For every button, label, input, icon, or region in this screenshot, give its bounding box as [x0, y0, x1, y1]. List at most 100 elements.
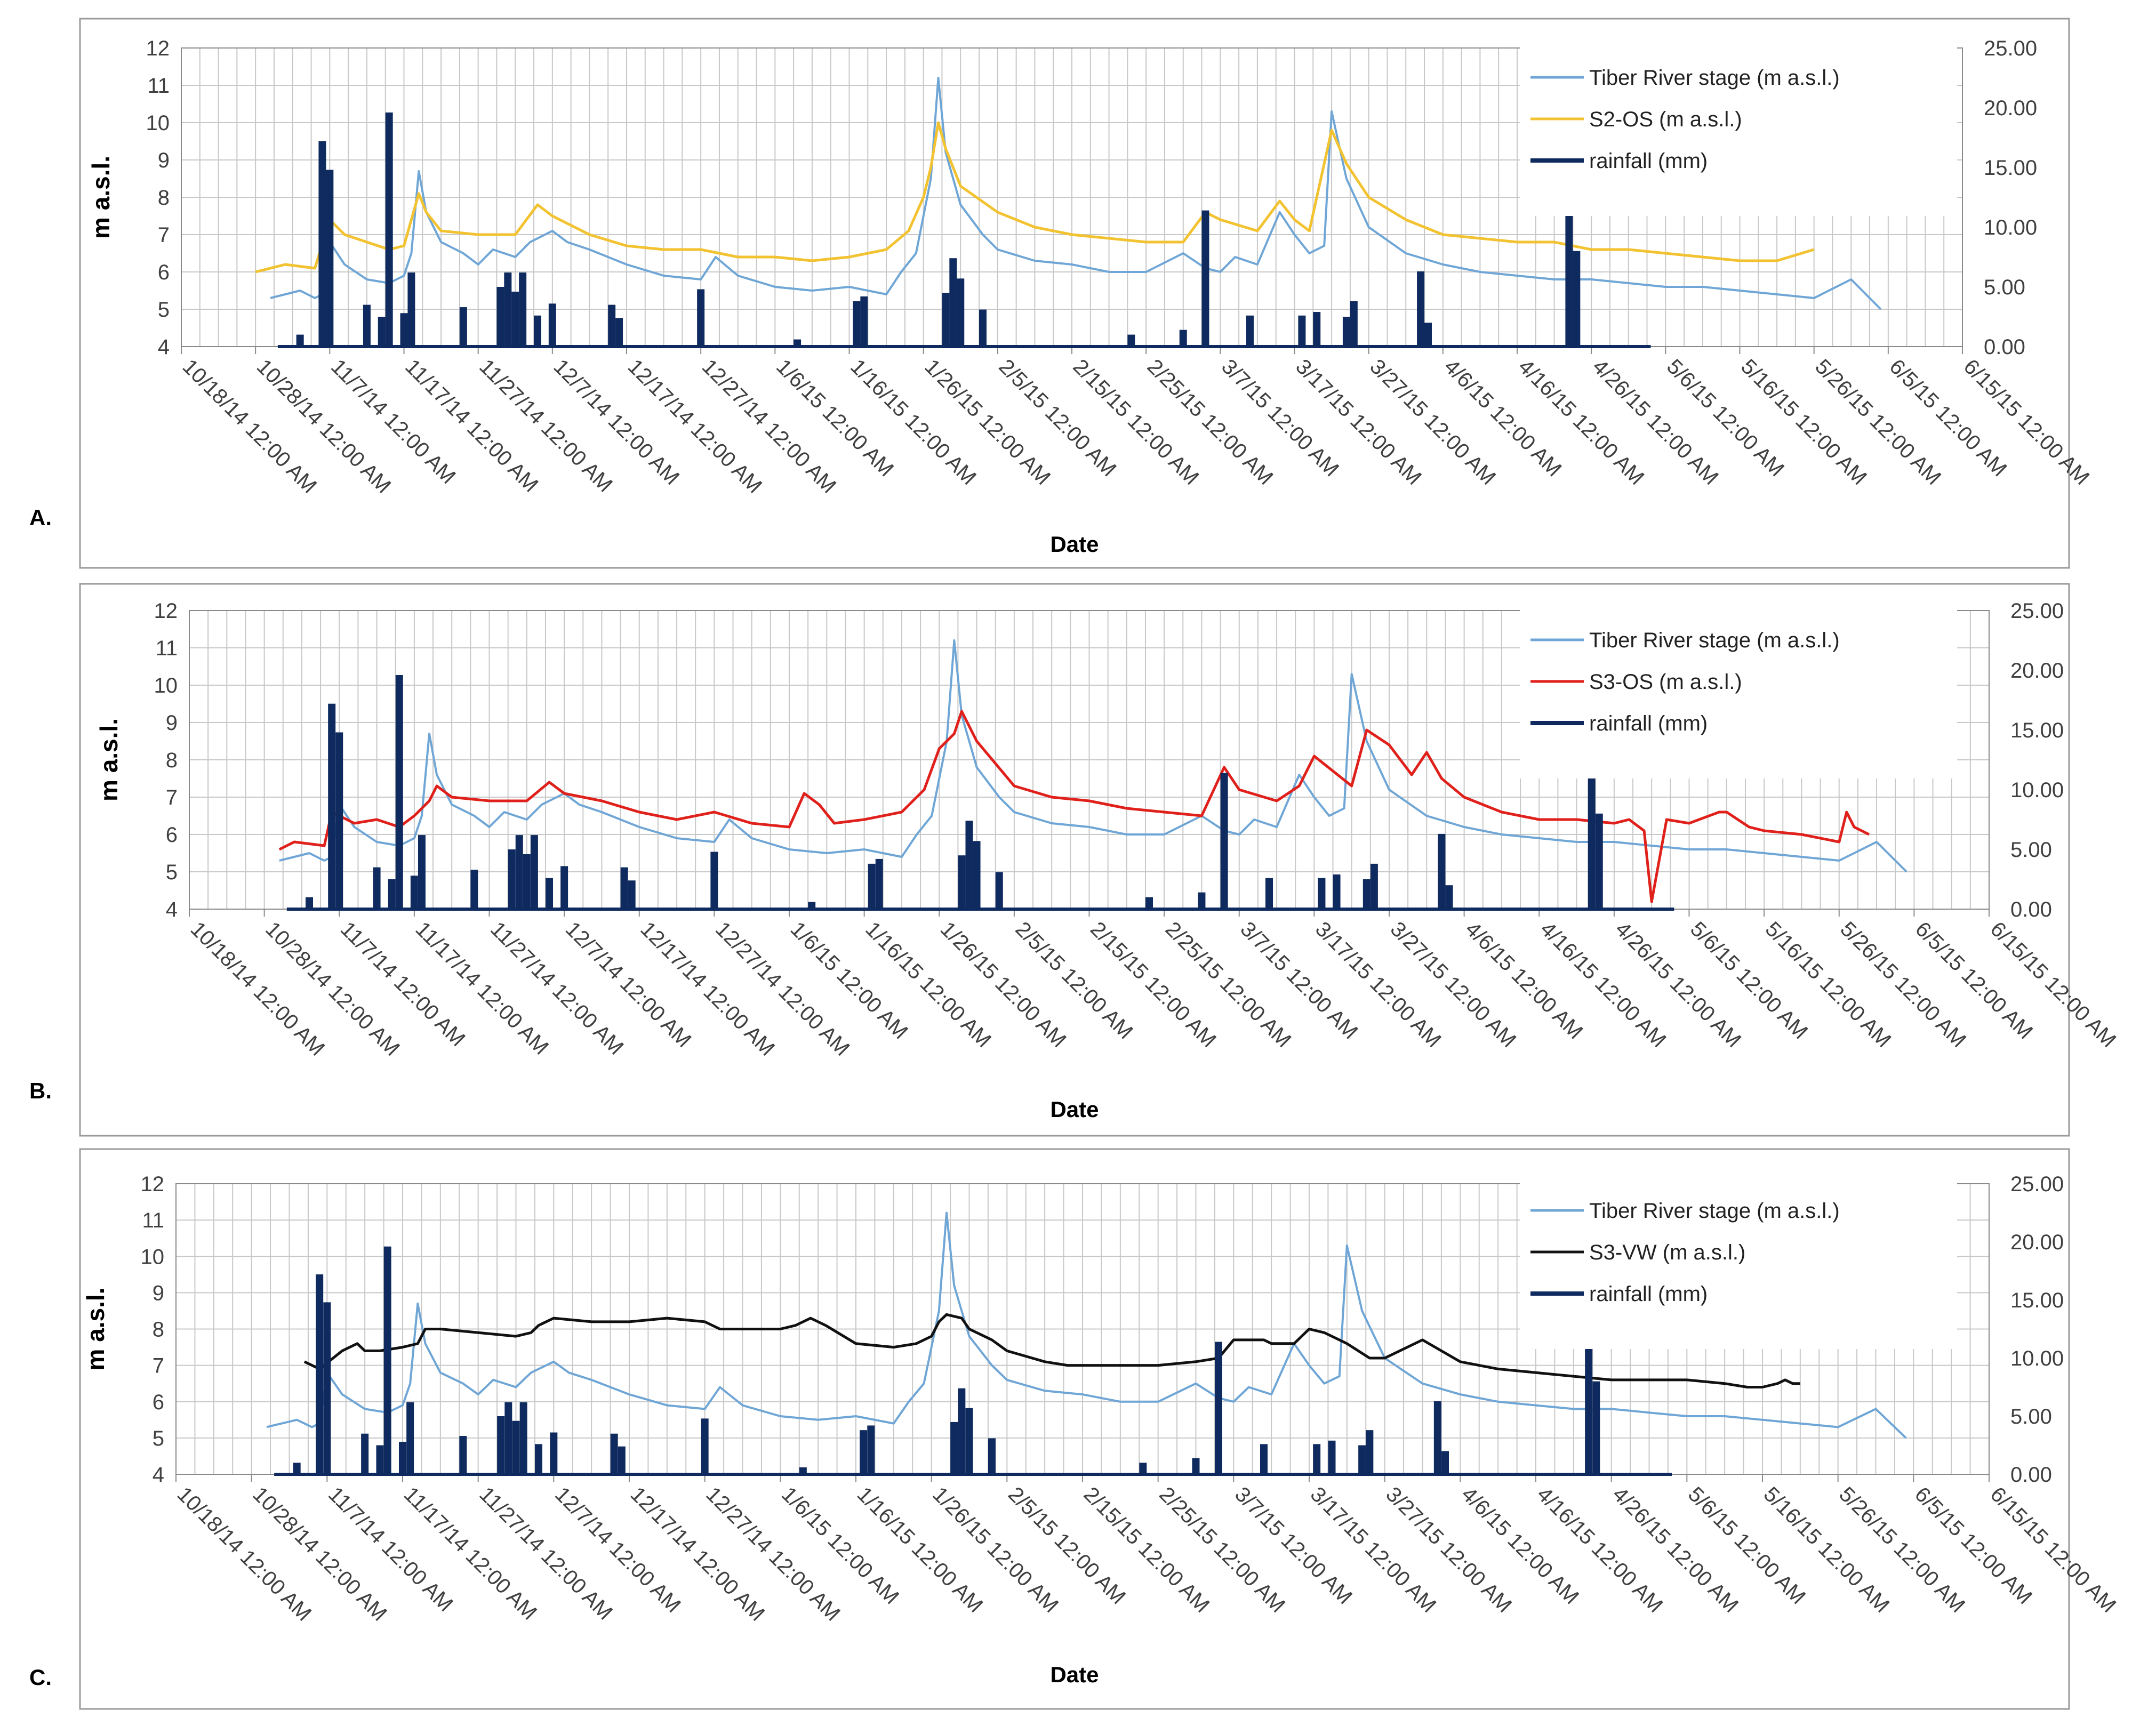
y2-tick-label: 20.00: [1984, 97, 2037, 120]
y-tick-label: 11: [142, 1209, 164, 1232]
y-tick-label: 11: [147, 74, 170, 98]
x-tick-label: 12/27/14 12:00 AM: [698, 355, 841, 498]
y2-tick-label: 5.00: [1984, 276, 2025, 299]
y-tick-label: 7: [158, 223, 170, 247]
y2-tick-label: 5.00: [2010, 838, 2052, 862]
x-tick-label: 12/17/14 12:00 AM: [623, 355, 767, 498]
y-tick-label: 12: [146, 37, 170, 60]
x-tick-label: 3/17/15 12:00 AM: [1311, 917, 1446, 1052]
rainfall-bar: [949, 258, 957, 347]
legend-label: S3-VW (m a.s.l.): [1589, 1241, 1745, 1264]
rainfall-bar: [383, 1246, 391, 1474]
rainfall-bar: [1192, 1458, 1200, 1474]
rainfall-bar: [958, 855, 966, 909]
rainfall-bar: [853, 301, 861, 347]
series-line-s2os: [255, 121, 1815, 274]
legend-label: Tiber River stage (m a.s.l.): [1589, 629, 1840, 652]
x-tick-label: 6/15/15 12:00 AM: [1959, 355, 2094, 489]
rainfall-bar: [306, 897, 313, 909]
series-line-s3vw: [303, 1313, 1800, 1388]
rainfall-bar: [1438, 833, 1446, 909]
rainfall-bar: [523, 854, 531, 909]
x-tick-label: 2/25/15 12:00 AM: [1155, 1482, 1289, 1617]
rainfall-bar: [1592, 1381, 1600, 1474]
rainfall-bar: [385, 112, 393, 347]
legend-label: rainfall (mm): [1589, 149, 1708, 173]
x-tick-label: 10/28/14 12:00 AM: [248, 1482, 391, 1626]
rainfall-bar: [958, 1388, 966, 1474]
y-axis-label: m a.s.l.: [82, 1288, 109, 1371]
x-tick-label: 4/16/15 12:00 AM: [1536, 917, 1671, 1052]
x-tick-label: 1/16/15 12:00 AM: [853, 1482, 988, 1617]
rainfall-bar: [1441, 1451, 1449, 1474]
x-tick-label: 4/16/15 12:00 AM: [1514, 355, 1649, 489]
rainfall-bar: [1265, 878, 1273, 909]
rainfall-bar: [361, 1433, 369, 1474]
x-tick-label: 11/17/14 12:00 AM: [399, 1482, 541, 1624]
rainfall-bar: [548, 303, 556, 347]
y2-tick-label: 5.00: [2010, 1405, 2052, 1428]
rainfall-bar: [1127, 334, 1135, 347]
y2-tick-label: 15.00: [2010, 719, 2064, 742]
rainfall-bar: [615, 318, 623, 347]
series-line-river: [266, 1211, 1907, 1439]
x-tick-label: 4/26/15 12:00 AM: [1611, 917, 1746, 1052]
rainfall-bar: [965, 1408, 973, 1474]
rainfall-bar: [1573, 251, 1581, 347]
y-tick-label: 11: [155, 637, 178, 660]
rainfall-bar: [957, 278, 965, 347]
y2-tick-label: 25.00: [2010, 599, 2064, 623]
legend-label: rainfall (mm): [1589, 712, 1708, 735]
rainfall-bar: [407, 272, 415, 347]
y2-tick-label: 15.00: [2010, 1289, 2064, 1312]
x-tick-label: 1/26/15 12:00 AM: [920, 355, 1055, 489]
y2-tick-label: 25.00: [1984, 37, 2037, 60]
rainfall-bar: [504, 272, 512, 347]
rainfall-bar: [697, 289, 705, 347]
chart-panel-3: 4 5 6 7 8 9 10 11 12 0.00 5.00 10.00 15.00 20.00 25.00…: [29, 1148, 2121, 1710]
rainfall-bar: [1585, 1345, 1593, 1474]
panel-frame: [79, 1148, 2070, 1710]
rainfall-bar: [328, 703, 336, 909]
rainfall-bar: [1145, 897, 1153, 909]
x-tick-label: 2/15/15 12:00 AM: [1079, 1482, 1214, 1617]
legend-box: [1520, 45, 1957, 216]
y-tick-label: 9: [153, 1281, 164, 1305]
x-tick-label: 5/16/15 12:00 AM: [1759, 1482, 1894, 1617]
rainfall-bar: [546, 878, 553, 909]
rainfall-bar: [1595, 813, 1603, 909]
legend-box: [1520, 1178, 1957, 1349]
rainfall-bar: [988, 1438, 996, 1474]
rainfall-bar: [1370, 863, 1378, 909]
x-tick-label: 3/17/15 12:00 AM: [1306, 1482, 1441, 1617]
panel-label: B.: [29, 1078, 52, 1103]
rainfall-bar: [1313, 312, 1321, 347]
x-tick-label: 2/25/15 12:00 AM: [1161, 917, 1296, 1052]
x-tick-label: 11/7/14 12:00 AM: [324, 1482, 458, 1616]
y-tick-label: 9: [158, 149, 170, 172]
x-tick-label: 5/16/15 12:00 AM: [1761, 917, 1896, 1052]
x-tick-label: 6/15/15 12:00 AM: [1986, 1482, 2121, 1617]
y-tick-label: 6: [158, 261, 170, 284]
x-tick-label: 12/17/14 12:00 AM: [626, 1482, 770, 1626]
rainfall-bar: [875, 858, 883, 909]
rainfall-bar: [1588, 776, 1596, 909]
rainfall-bar: [1362, 879, 1370, 909]
legend-label: S3-OS (m a.s.l.): [1589, 670, 1742, 694]
rainfall-bar: [860, 296, 868, 347]
y-tick-label: 5: [166, 861, 178, 884]
x-tick-label: 12/7/14 12:00 AM: [549, 355, 684, 489]
legend-label: Tiber River stage (m a.s.l.): [1589, 66, 1840, 90]
rainfall-bar: [504, 1402, 512, 1474]
rainfall-bar: [459, 1436, 467, 1474]
y-tick-label: 8: [158, 186, 170, 210]
rainfall-bar: [519, 272, 527, 347]
chart-panel-1: 4 5 6 7 8 9 10 11 12 0.00 5.00 10.00 15.00 20.00 25.00…: [29, 18, 2094, 569]
y2-tick-label: 10.00: [2010, 1347, 2064, 1370]
rainfall-bar: [316, 1274, 324, 1474]
x-tick-label: 3/27/15 12:00 AM: [1386, 917, 1521, 1052]
rainfall-bar: [1220, 773, 1228, 909]
rainfall-bar: [973, 841, 981, 909]
rainfall-bar: [400, 313, 408, 347]
